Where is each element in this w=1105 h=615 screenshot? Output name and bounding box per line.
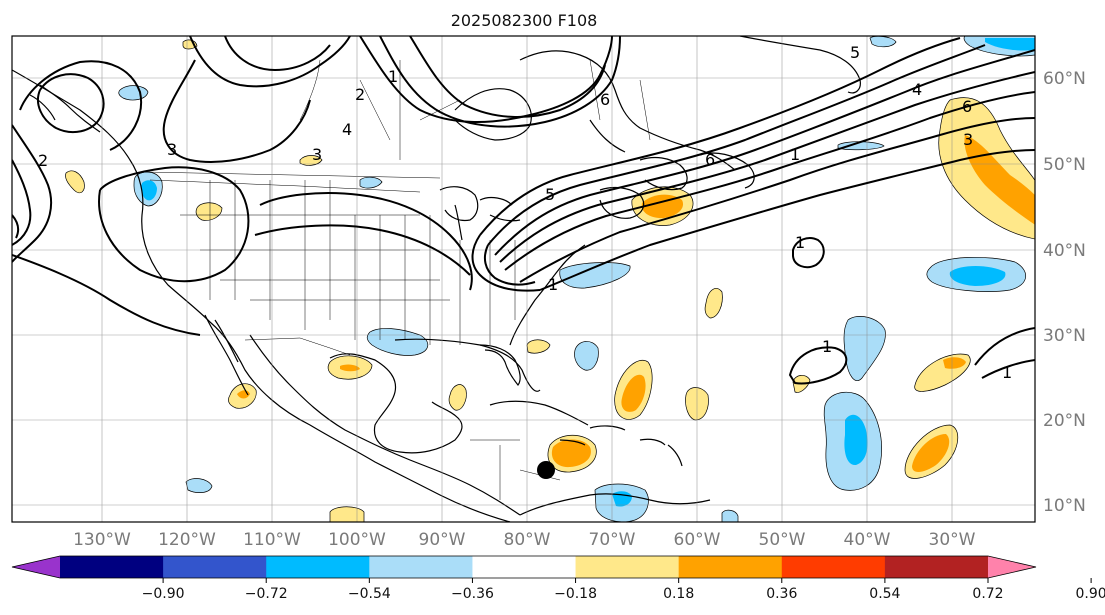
lat-label: 40°N	[1043, 241, 1086, 261]
svg-text:5: 5	[850, 43, 860, 62]
lat-label: 30°N	[1043, 326, 1086, 346]
svg-text:2: 2	[38, 151, 48, 170]
colorbar-segment	[369, 556, 473, 578]
svg-text:6: 6	[600, 90, 610, 109]
svg-text:1: 1	[1002, 363, 1012, 382]
colorbar-tick-label: −0.18	[554, 586, 597, 602]
lat-labels: 60°N 50°N 40°N 30°N 20°N 10°N	[1043, 69, 1086, 516]
lon-label: 120°W	[158, 530, 216, 550]
lat-label: 50°N	[1043, 155, 1086, 175]
svg-text:3: 3	[167, 140, 177, 159]
svg-text:4: 4	[342, 120, 352, 139]
colorbar-segment	[163, 556, 267, 578]
svg-text:3: 3	[963, 130, 973, 149]
colorbar-tick-label: 0.90	[1076, 586, 1105, 602]
svg-text:1: 1	[795, 233, 805, 252]
map-title: 2025082300 F108	[451, 11, 598, 30]
colorbar-tick-label: −0.36	[451, 586, 494, 602]
lat-label: 10°N	[1043, 496, 1086, 516]
map-frame	[11, 35, 1036, 523]
lat-label: 20°N	[1043, 411, 1086, 431]
lon-label: 70°W	[589, 530, 636, 550]
colorbar-segment	[472, 556, 577, 578]
svg-text:6: 6	[705, 150, 715, 169]
svg-text:6: 6	[962, 97, 972, 116]
contours	[12, 36, 1035, 385]
svg-text:1: 1	[388, 67, 398, 86]
colorbar-arrow-high	[988, 556, 1036, 578]
svg-text:3: 3	[312, 145, 322, 164]
colorbar-segment	[884, 556, 989, 578]
colorbar-segment	[60, 556, 164, 578]
svg-text:5: 5	[545, 185, 555, 204]
lon-label: 60°W	[674, 530, 721, 550]
storm-marker	[537, 461, 555, 479]
colorbar-ticks: −0.90 −0.72 −0.54 −0.36 −0.18 0.18 0.36 0.54 0.7…	[142, 578, 1105, 602]
lon-label: 40°W	[844, 530, 891, 550]
lat-label: 60°N	[1043, 69, 1086, 89]
lon-label: 30°W	[929, 530, 976, 550]
colorbar-tick-label: −0.72	[245, 586, 288, 602]
colorbar	[11, 555, 1037, 579]
colorbar-segment	[781, 556, 886, 578]
svg-text:1: 1	[822, 337, 832, 356]
lon-label: 90°W	[419, 530, 466, 550]
colorbar-tick-label: 0.54	[869, 586, 900, 602]
colorbar-segment	[266, 556, 370, 578]
lon-label: 110°W	[243, 530, 301, 550]
colorbar-segment	[678, 556, 783, 578]
colorbar-tick-label: 0.72	[972, 586, 1003, 602]
svg-text:2: 2	[355, 85, 365, 104]
lon-label: 100°W	[328, 530, 386, 550]
lon-labels: 130°W 120°W 110°W 100°W 90°W 80°W 70°W 6…	[73, 530, 976, 550]
lon-label: 50°W	[759, 530, 806, 550]
lon-label: 130°W	[73, 530, 131, 550]
colorbar-tick-label: 0.36	[766, 586, 797, 602]
svg-text:4: 4	[912, 80, 922, 99]
colorbar-arrow-low	[12, 556, 60, 578]
colorbar-tick-label: −0.54	[348, 586, 391, 602]
colorbar-outline	[11, 555, 1037, 579]
colorbar-tick-label: −0.90	[142, 586, 185, 602]
lon-label: 80°W	[504, 530, 551, 550]
svg-text:1: 1	[790, 145, 800, 164]
contour-labels: 1 2 3 3 4 5 6 6 1 1 1 3 4 5 6 2 1 1	[38, 43, 1012, 382]
svg-text:1: 1	[548, 275, 558, 294]
colorbar-segment	[575, 556, 680, 578]
colorbar-tick-label: 0.18	[663, 586, 694, 602]
